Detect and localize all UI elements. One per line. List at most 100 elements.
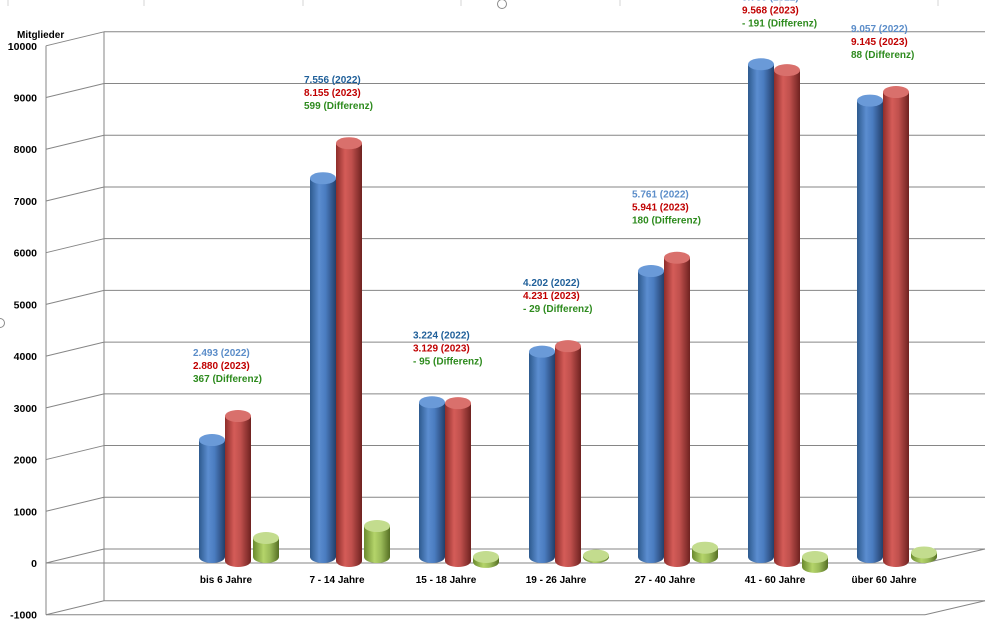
gridline-depth: [45, 289, 105, 305]
bar-differenz-top: [692, 541, 718, 554]
data-label-suffix: (Differenz): [430, 356, 482, 367]
data-label-suffix: (2022): [218, 348, 250, 359]
bar-2023: [774, 64, 800, 567]
bar-2022-base: [748, 551, 774, 563]
bar-differenz: [802, 551, 828, 573]
gridline-depth: [45, 445, 105, 461]
bar-2022-body: [199, 440, 225, 557]
data-label-value: 367: [193, 374, 210, 385]
data-label-suffix: (2022): [548, 278, 580, 289]
data-label-value: - 95: [413, 356, 431, 367]
data-label: 180 (Differenz): [632, 216, 701, 227]
bar-2022-top: [419, 396, 445, 409]
bar-2023: [225, 410, 251, 567]
bar-2022: [419, 396, 445, 563]
bars: [199, 58, 937, 573]
selection-handle-top[interactable]: [497, 0, 507, 9]
data-label-suffix: (2023): [657, 203, 689, 214]
data-label-suffix: (Differenz): [862, 50, 914, 61]
gridline-depth: [45, 238, 105, 254]
bar-2022-top: [857, 94, 883, 107]
bar-differenz: [911, 546, 937, 563]
bar-2023-body: [445, 403, 471, 561]
data-label: 7.556 (2022): [304, 75, 361, 86]
y-tick-label: 10000: [8, 41, 37, 53]
bar-2022-top: [529, 345, 555, 358]
x-tick-label: 7 - 14 Jahre: [309, 575, 364, 586]
data-label-value: 599: [304, 101, 321, 112]
bar-2022-top: [748, 58, 774, 71]
data-label-suffix: (Differenz): [321, 101, 373, 112]
bar-2023-body: [774, 70, 800, 562]
y-tick-label: 9000: [14, 93, 38, 105]
bar-differenz: [364, 520, 390, 563]
data-label: 3.129 (2023): [413, 343, 470, 354]
bar-2023-top: [883, 86, 909, 99]
bar-2023-body: [883, 92, 909, 561]
gridlines: [45, 31, 986, 616]
data-label-suffix: (2022): [438, 330, 470, 341]
bar-differenz-top: [583, 549, 609, 562]
data-label-suffix: (Differenz): [765, 18, 817, 29]
x-tick-label: 19 - 26 Jahre: [526, 575, 587, 586]
bar-2022-body: [857, 100, 883, 557]
gridline-depth: [45, 134, 105, 150]
data-label-value: 2.493: [193, 348, 218, 359]
bar-2023-base: [225, 555, 251, 567]
bar-2022-base: [529, 551, 555, 563]
data-label-suffix: (2023): [767, 5, 799, 16]
bar-2022-base: [857, 551, 883, 563]
bar-2022-body: [529, 351, 555, 557]
bar-2023-base: [883, 555, 909, 567]
data-label: - 29 (Differenz): [523, 304, 592, 315]
y-tick-label: 2000: [14, 455, 38, 467]
bar-differenz: [253, 532, 279, 563]
y-tick-label: 4000: [14, 351, 38, 363]
data-label: 2.493 (2022): [193, 348, 250, 359]
data-label: 599 (Differenz): [304, 101, 373, 112]
bar-differenz-top: [473, 551, 499, 563]
data-label-suffix: (2022): [329, 75, 361, 86]
bar-2023: [883, 86, 909, 567]
bar-differenz-top: [253, 532, 279, 545]
data-label-value: 9.759: [742, 0, 767, 3]
data-label-value: 88: [851, 50, 863, 61]
data-label-value: 180: [632, 216, 649, 227]
x-tick-label: 27 - 40 Jahre: [635, 575, 696, 586]
bar-differenz-top: [364, 520, 390, 533]
data-label-value: 9.057: [851, 24, 876, 35]
bar-2023-top: [445, 397, 471, 410]
bar-2022-body: [310, 178, 336, 557]
data-label-suffix: (2022): [876, 24, 908, 35]
y-tick-label: 7000: [14, 196, 38, 208]
data-label-value: 4.202: [523, 278, 548, 289]
gridline-depth: [45, 600, 105, 616]
bar-2023: [336, 137, 362, 567]
bar-2022-top: [199, 434, 225, 447]
gridline-depth: [45, 83, 105, 99]
data-label: 9.759 (2022): [742, 0, 799, 3]
data-label-value: - 29: [523, 304, 541, 315]
y-tick-label: 8000: [14, 144, 38, 156]
bottom-right-line: [924, 600, 986, 616]
bar-2023-top: [774, 64, 800, 77]
bar-2023-body: [555, 346, 581, 561]
gridline-depth: [45, 393, 105, 409]
bar-2022: [529, 345, 555, 563]
bar-differenz-top: [802, 551, 828, 563]
y-tick-label: 1000: [14, 506, 38, 518]
bar-2023-top: [555, 340, 581, 353]
data-label-suffix: (2023): [876, 37, 908, 48]
data-label-value: 7.556: [304, 75, 329, 86]
data-label: 367 (Differenz): [193, 374, 262, 385]
data-label-value: 5.941: [632, 203, 657, 214]
y-tick-label: 6000: [14, 248, 38, 260]
gridline-depth: [45, 186, 105, 202]
data-label-value: 5.761: [632, 190, 657, 201]
bar-differenz: [583, 549, 609, 563]
bar-2023-body: [336, 143, 362, 562]
worksheet-grid-strip: [7, 0, 939, 6]
data-label: 9.568 (2023): [742, 5, 799, 16]
